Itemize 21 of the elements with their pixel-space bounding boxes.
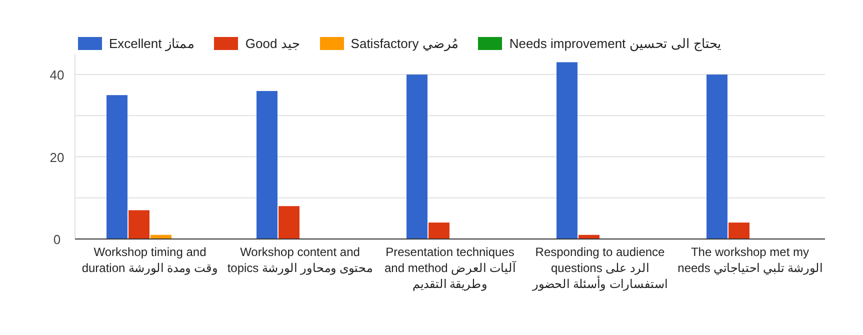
- bar: [406, 74, 428, 239]
- bar: [278, 206, 300, 239]
- legend-label: Satisfactory مُرضي: [350, 36, 458, 51]
- bar: [106, 95, 128, 239]
- bar: [256, 91, 278, 239]
- bar: [428, 222, 450, 239]
- y-tick-label: 20: [50, 150, 64, 165]
- bar: [556, 62, 578, 239]
- x-tick-label: Workshop content and topics محتوى ومحاور الورشة: [227, 244, 373, 276]
- legend-label: Excellent ممتاز: [109, 36, 194, 51]
- y-tick-label: 40: [50, 68, 64, 83]
- legend-label: Good جيد: [245, 36, 300, 51]
- bar: [128, 210, 150, 239]
- x-tick-label: The workshop met my needs الورشة تلبي احتياجاتي: [677, 244, 823, 276]
- x-tick-label: Presentation techniques and method آليات العرض وطريقة التقديم: [383, 244, 518, 292]
- legend-label: Needs improvement يحتاج الى تحسين: [509, 36, 722, 51]
- bar: [706, 74, 728, 239]
- y-tick-label: 0: [53, 232, 61, 247]
- x-tick-label: Responding to audience questions الرد على استفسارات وأسئلة الحضور: [531, 244, 668, 292]
- x-tick-label: Workshop timing and duration وقت ومدة الورشة: [80, 244, 220, 276]
- bar: [728, 222, 750, 239]
